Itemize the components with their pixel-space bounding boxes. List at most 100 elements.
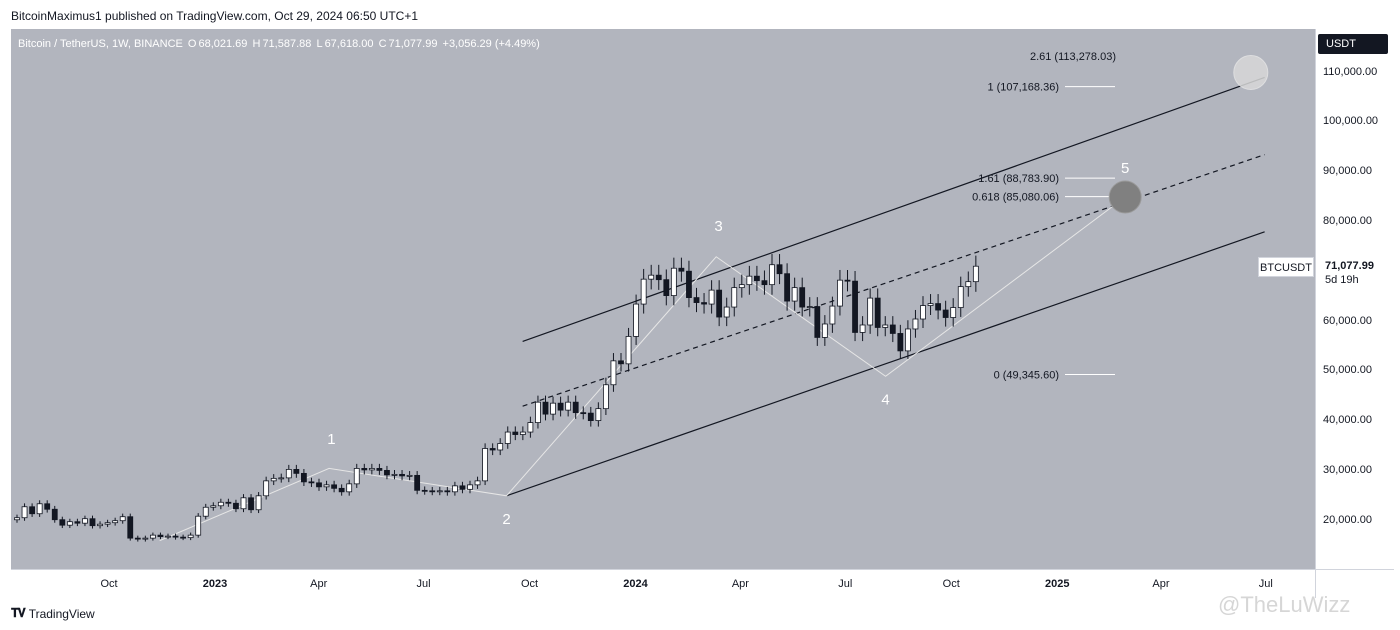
candle [74,518,81,527]
candle [633,294,639,345]
candle [504,426,511,449]
candle-bull [738,284,745,289]
candle [814,297,821,346]
candle-bull [202,506,209,517]
candle [655,264,662,290]
candle-bear [897,333,904,352]
candle [648,264,655,290]
candle [784,263,790,311]
candle-bull [270,477,277,482]
publish-header: BitcoinMaximus1 published on TradingView… [11,9,419,23]
price-tick-label: 20,000.00 [1323,513,1372,526]
channel-lower-line [506,231,1265,497]
candle-bull [625,336,632,365]
candle-bear [429,490,436,493]
candle [436,486,443,496]
candle [610,353,617,392]
ticker-price-label: BTCUSDT [1258,257,1314,277]
candle-bull [731,287,738,308]
candle-bear [874,297,881,328]
candle-bear [844,279,851,282]
legend-open: 68,021.69 [198,38,248,50]
candle-bull [97,523,103,527]
candle-bull [346,483,353,493]
candle-bear [89,518,96,527]
fib-levels: 2.61 (113,278.03) 1 (107,168.36) 1.61 (88,… [972,51,1116,381]
candle-bear [180,536,187,539]
tradingview-logo[interactable]: 𝐓𝐕 TradingView [11,606,95,621]
legend-l-label: L [316,38,323,50]
candle-bear [852,280,858,333]
candle [701,293,707,314]
candle-bear [754,275,760,282]
chart-plot-area[interactable]: 2.61 (113,278.03) 1 (107,168.36) 1.61 (88,… [11,29,1315,569]
candle [104,519,111,528]
candle [542,395,549,421]
candle [950,298,957,327]
candle [723,297,730,327]
legend-high: 71,587.88 [262,38,312,50]
wave-label-1: 1 [327,431,335,448]
candle [338,484,345,496]
candle-bear [701,302,707,305]
candle [51,505,58,523]
candle-bull [640,278,647,305]
candle [489,443,496,456]
time-axis[interactable] [11,569,1315,598]
candle [217,498,224,510]
candle-bull [708,289,715,305]
candle-bear [678,267,685,272]
price-axis[interactable] [1315,29,1394,569]
candle-bear [542,401,549,415]
target-circle-wave5 [1108,180,1142,214]
candle-bear [663,279,670,297]
candle-bear [761,280,768,286]
candle [580,406,587,420]
chart-svg[interactable]: 2.61 (113,278.03) 1 (107,168.36) 1.61 (88,… [11,29,1315,569]
candle-bull [21,506,28,519]
price-tick-label: 60,000.00 [1323,314,1372,327]
candle-bear [293,469,300,474]
candle-bear [384,470,390,476]
candle-bull [323,484,330,488]
candle [165,533,171,540]
time-tick-label: Apr [310,578,328,590]
candle-bear [361,468,368,471]
candle [97,521,103,529]
candle-bear [572,401,579,414]
candle-bull [905,328,911,352]
candle-bear [655,274,662,281]
candle [738,274,745,298]
candle-bear [44,503,51,510]
candle [957,276,964,317]
bar-countdown: 5d 19h [1325,274,1359,286]
candle [754,265,760,291]
candle-bull [391,473,398,476]
candle-bull [112,520,119,524]
candle [384,465,390,480]
candle-bull [957,286,964,308]
candle [414,471,421,495]
candle [972,255,979,292]
candle [663,269,670,306]
candle-bear [172,535,179,538]
candle [444,486,451,496]
candle-bull [104,522,111,525]
wave-label-5: 5 [1121,160,1129,177]
currency-button[interactable]: USDT [1318,34,1388,54]
candle [587,406,594,427]
candle [36,500,43,517]
time-tick-label: Oct [942,578,960,590]
legend-o-label: O [187,38,197,50]
candle-bull [240,497,247,510]
candle [942,300,949,327]
candles [14,254,979,542]
candle [497,438,504,456]
fib-level-label: 0.618 (85,080.06) [972,192,1059,204]
candle-bull [927,303,934,306]
candle [550,396,556,421]
candle-bear [308,481,315,484]
candle [376,463,383,475]
candle-bull [195,515,202,536]
candle-bear [59,519,66,526]
